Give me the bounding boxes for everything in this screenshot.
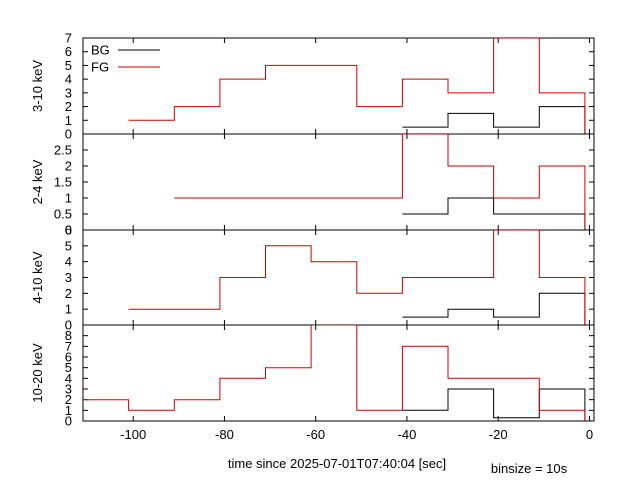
y-tick-label: 5 [65, 360, 72, 375]
y-tick-label: 0 [65, 318, 72, 333]
y-tick-label: 3 [65, 270, 72, 285]
y-tick-label: 3 [65, 382, 72, 397]
y-tick-label: 8 [65, 328, 72, 343]
series-fg-line [128, 230, 586, 325]
y-tick-label: 7 [65, 339, 72, 354]
series-fg-line [128, 38, 586, 134]
x-tick-label: -60 [306, 427, 325, 442]
panel-frame [82, 133, 595, 231]
series-fg-line [83, 325, 586, 421]
series-bg-line [402, 292, 586, 325]
y-tick-label: 0 [65, 414, 72, 429]
y-axis-label: 2-4 keV [30, 159, 45, 204]
y-tick-label: 1 [65, 191, 72, 206]
y-tick-label: 6 [65, 223, 72, 238]
x-tick-label: -80 [215, 427, 234, 442]
y-tick-label: 0 [65, 223, 72, 238]
y-tick-label: 2.5 [54, 143, 72, 158]
y-tick-label: 7 [65, 31, 72, 46]
legend-label-fg: FG [91, 60, 109, 75]
y-axis-label: 4-10 keV [30, 251, 45, 303]
y-tick-label: 5 [65, 58, 72, 73]
y-tick-label: 3 [65, 85, 72, 100]
series-bg-line [402, 106, 586, 134]
y-tick-label: 1 [65, 403, 72, 418]
y-tick-label: 1 [65, 302, 72, 317]
series-bg-line [402, 388, 586, 421]
y-tick-label: 6 [65, 44, 72, 59]
y-tick-label: 2 [65, 159, 72, 174]
y-tick-label: 0 [65, 127, 72, 142]
series-bg-line [402, 197, 586, 230]
panel-frame [82, 229, 595, 326]
binsize-note: binsize = 10s [491, 461, 568, 476]
x-tick-label: -20 [489, 427, 508, 442]
y-tick-label: 6 [65, 350, 72, 365]
y-tick-label: 2 [65, 286, 72, 301]
y-tick-label: 2 [65, 392, 72, 407]
y-axis-label: 3-10 keV [30, 60, 45, 112]
y-tick-label: 4 [65, 254, 72, 269]
y-axis-label: 10-20 keV [30, 343, 45, 403]
x-tick-label: 0 [586, 427, 593, 442]
x-axis-label: time since 2025-07-01T07:40:04 [sec] [228, 456, 446, 471]
y-tick-label: 4 [65, 371, 72, 386]
y-tick-label: 5 [65, 238, 72, 253]
legend-label-bg: BG [91, 43, 110, 58]
panel-2: 00.511.522.5 2-4 keV [30, 133, 595, 238]
y-tick-label: 0.5 [54, 207, 72, 222]
panel-frame [82, 324, 595, 422]
y-tick-label: 4 [65, 72, 72, 87]
x-tick-label: -100 [120, 427, 146, 442]
y-tick-label: 1.5 [54, 175, 72, 190]
y-tick-label: 1 [65, 113, 72, 128]
x-tick-label: -40 [398, 427, 417, 442]
series-fg-line [174, 134, 586, 230]
y-tick-label: 2 [65, 99, 72, 114]
panel-frame [82, 37, 595, 135]
